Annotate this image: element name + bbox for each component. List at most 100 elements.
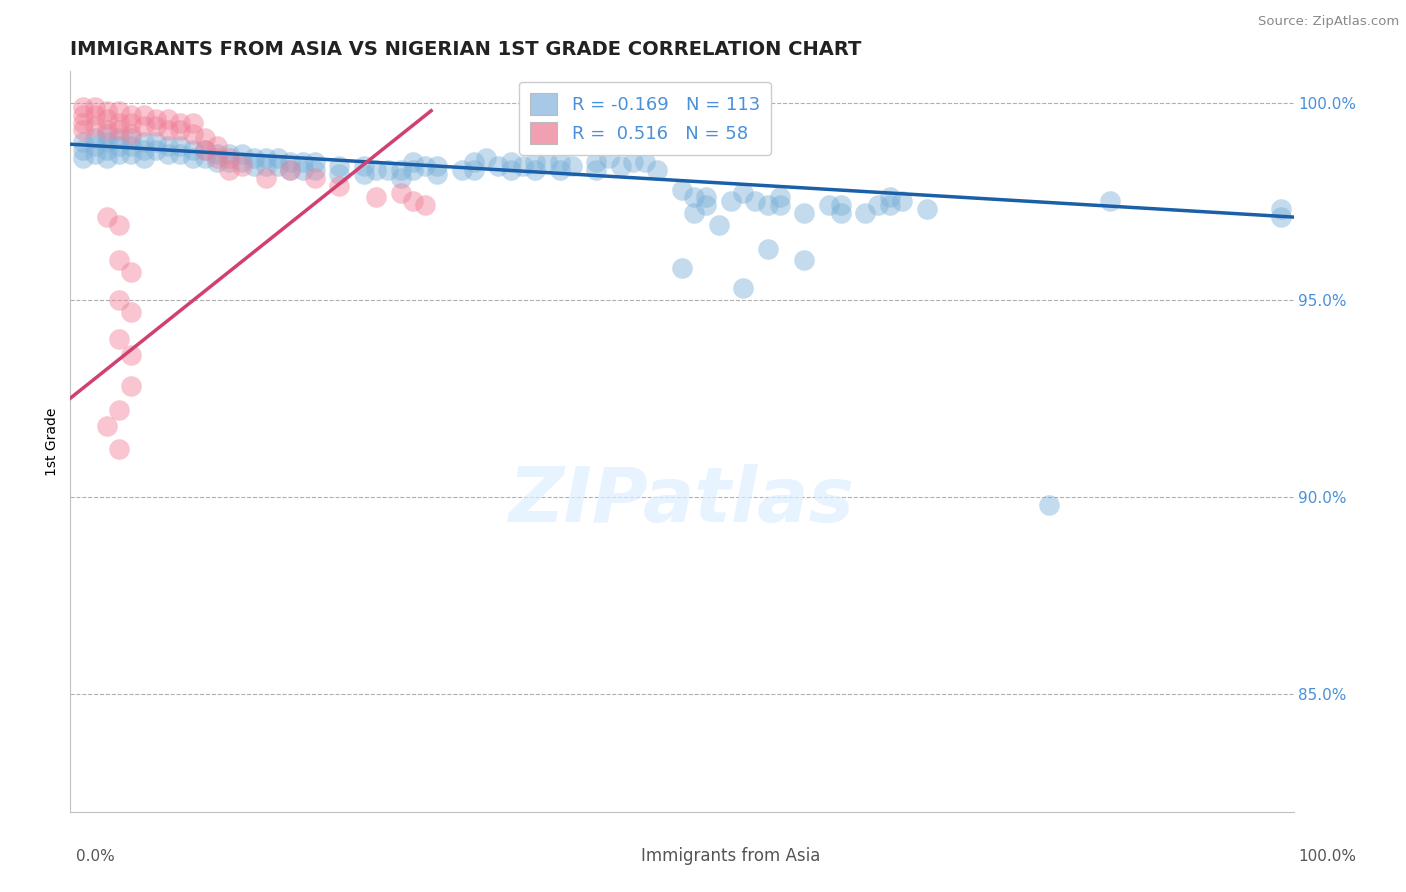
Point	[769, 198, 792, 212]
Point	[83, 108, 105, 122]
Point	[218, 147, 240, 161]
Point	[610, 159, 633, 173]
Point	[254, 170, 277, 185]
Point	[280, 162, 302, 177]
Point	[1038, 498, 1060, 512]
Point	[585, 162, 607, 177]
Point	[96, 112, 118, 126]
Point	[866, 198, 889, 212]
Point	[145, 135, 167, 149]
Point	[108, 115, 131, 129]
Point	[83, 131, 105, 145]
Point	[707, 218, 730, 232]
Point	[96, 418, 118, 433]
Point	[108, 139, 131, 153]
Point	[194, 131, 217, 145]
Y-axis label: 1st Grade: 1st Grade	[45, 408, 59, 475]
Point	[488, 159, 510, 173]
Point	[121, 147, 143, 161]
Point	[157, 147, 180, 161]
Point	[793, 206, 815, 220]
Point	[145, 112, 167, 126]
Point	[96, 123, 118, 137]
Point	[205, 139, 228, 153]
Point	[328, 167, 350, 181]
Point	[413, 198, 436, 212]
Point	[499, 155, 522, 169]
Point	[83, 147, 105, 161]
Point	[671, 182, 693, 196]
Point	[585, 155, 607, 169]
Point	[121, 128, 143, 142]
Point	[353, 167, 375, 181]
Point	[402, 194, 425, 209]
Point	[402, 162, 425, 177]
Point	[830, 206, 852, 220]
Point	[879, 190, 901, 204]
Point	[243, 151, 266, 165]
Text: Immigrants from Asia: Immigrants from Asia	[641, 847, 821, 864]
Point	[328, 178, 350, 193]
Point	[450, 162, 472, 177]
Point	[132, 108, 155, 122]
Point	[132, 151, 155, 165]
Point	[524, 162, 547, 177]
Point	[548, 162, 571, 177]
Point	[524, 155, 547, 169]
Point	[744, 194, 766, 209]
Point	[756, 242, 779, 256]
Point	[817, 198, 839, 212]
Point	[426, 167, 449, 181]
Point	[915, 202, 938, 217]
Point	[132, 120, 155, 134]
Point	[683, 190, 706, 204]
Point	[121, 379, 143, 393]
Point	[181, 128, 204, 142]
Point	[83, 100, 105, 114]
Point	[145, 120, 167, 134]
Point	[891, 194, 914, 209]
Point	[96, 103, 118, 118]
Point	[621, 155, 644, 169]
Point	[855, 206, 877, 220]
Point	[72, 151, 94, 165]
Point	[389, 170, 412, 185]
Point	[377, 162, 399, 177]
Point	[108, 332, 131, 346]
Point	[683, 206, 706, 220]
Point	[695, 190, 717, 204]
Point	[194, 143, 217, 157]
Point	[157, 139, 180, 153]
Point	[83, 139, 105, 153]
Point	[231, 147, 253, 161]
Point	[108, 147, 131, 161]
Point	[536, 155, 558, 169]
Point	[475, 151, 498, 165]
Point	[304, 162, 326, 177]
Text: ZIPatlas: ZIPatlas	[509, 464, 855, 538]
Point	[291, 162, 314, 177]
Point	[72, 100, 94, 114]
Point	[366, 162, 388, 177]
Point	[96, 151, 118, 165]
Point	[769, 190, 792, 204]
Point	[181, 115, 204, 129]
Point	[121, 265, 143, 279]
Point	[72, 108, 94, 122]
Point	[254, 151, 277, 165]
Text: Source: ZipAtlas.com: Source: ZipAtlas.com	[1258, 15, 1399, 28]
Point	[181, 143, 204, 157]
Point	[121, 131, 143, 145]
Point	[121, 115, 143, 129]
Point	[267, 159, 290, 173]
Point	[169, 139, 191, 153]
Point	[512, 159, 534, 173]
Point	[194, 143, 217, 157]
Point	[304, 170, 326, 185]
Point	[598, 151, 620, 165]
Point	[205, 147, 228, 161]
Point	[280, 162, 302, 177]
Point	[96, 210, 118, 224]
Point	[254, 159, 277, 173]
Point	[96, 143, 118, 157]
